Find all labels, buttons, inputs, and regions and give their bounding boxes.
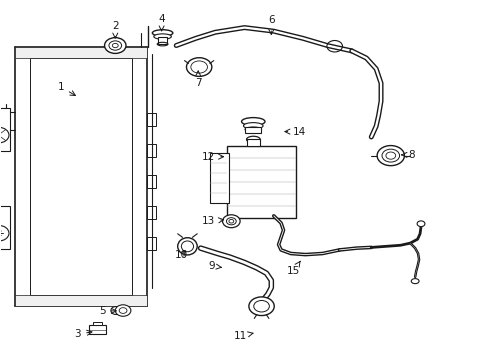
Bar [147, 237, 156, 250]
Bar [0, 206, 10, 249]
Text: 13: 13 [202, 216, 223, 226]
Bar [147, 144, 156, 157]
Ellipse shape [241, 118, 264, 126]
Bar [15, 47, 147, 58]
Ellipse shape [410, 279, 418, 284]
Bar [0, 108, 10, 150]
Bar [93, 321, 102, 325]
Bar [147, 113, 156, 126]
Text: 15: 15 [286, 261, 300, 276]
Text: 10: 10 [174, 250, 187, 260]
Text: 14: 14 [285, 127, 306, 136]
Ellipse shape [243, 123, 263, 129]
Bar [245, 127, 261, 134]
Text: 3: 3 [74, 329, 92, 339]
Text: 9: 9 [208, 261, 221, 271]
Bar [147, 206, 156, 219]
Bar [89, 325, 106, 334]
Bar [210, 153, 228, 203]
Circle shape [115, 305, 131, 316]
Bar [158, 37, 167, 44]
Ellipse shape [152, 30, 172, 36]
Text: 2: 2 [112, 21, 119, 38]
Text: 6: 6 [267, 15, 274, 35]
Bar [227, 146, 295, 218]
Bar [15, 295, 147, 306]
Bar [147, 175, 156, 188]
Ellipse shape [177, 238, 197, 255]
Bar [246, 139, 260, 146]
Text: 11: 11 [233, 331, 252, 341]
Ellipse shape [154, 34, 171, 39]
Circle shape [104, 38, 126, 53]
Circle shape [222, 215, 240, 228]
Text: 5: 5 [99, 306, 116, 316]
Text: 7: 7 [194, 71, 201, 88]
Ellipse shape [111, 307, 121, 315]
Ellipse shape [416, 221, 424, 226]
Text: 4: 4 [158, 14, 164, 31]
Ellipse shape [246, 136, 260, 143]
Circle shape [248, 297, 274, 316]
Text: 8: 8 [401, 150, 414, 160]
Text: 1: 1 [58, 82, 75, 95]
Text: 12: 12 [202, 152, 223, 162]
Circle shape [376, 145, 404, 166]
